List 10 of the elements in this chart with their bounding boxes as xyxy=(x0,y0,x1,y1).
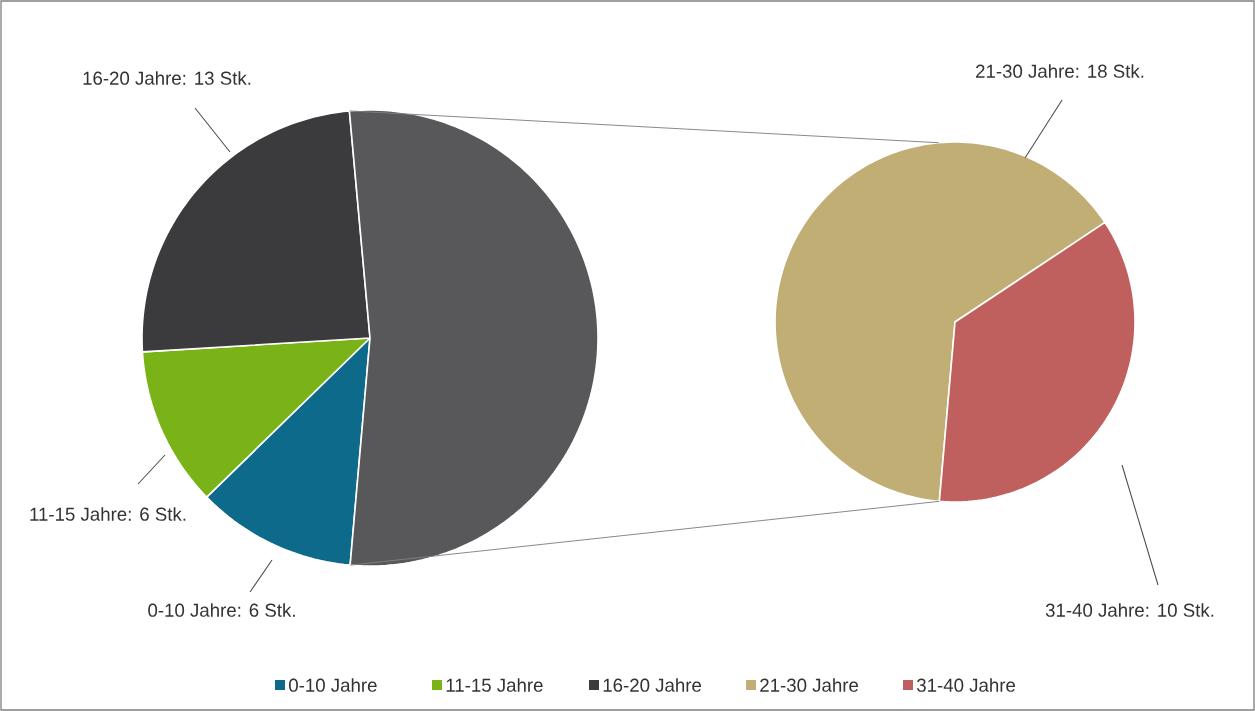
data-label: 11-15 Jahre: 6 Stk. xyxy=(30,507,186,521)
data-label: 16-20 Jahre: 13 Stk. xyxy=(83,71,251,85)
legend-label: 21-30 Jahre xyxy=(760,678,859,692)
legend-label: 0-10 Jahre xyxy=(289,678,377,692)
legend-label: 16-20 Jahre xyxy=(603,678,702,692)
data-label: 21-30 Jahre: 18 Stk. xyxy=(976,64,1144,78)
legend-label: 31-40 Jahre xyxy=(917,678,1016,692)
data-label: 0-10 Jahre: 6 Stk. xyxy=(148,603,295,617)
legend-label: 11-15 Jahre xyxy=(446,678,543,692)
data-label: 31-40 Jahre: 10 Stk. xyxy=(1045,603,1214,617)
